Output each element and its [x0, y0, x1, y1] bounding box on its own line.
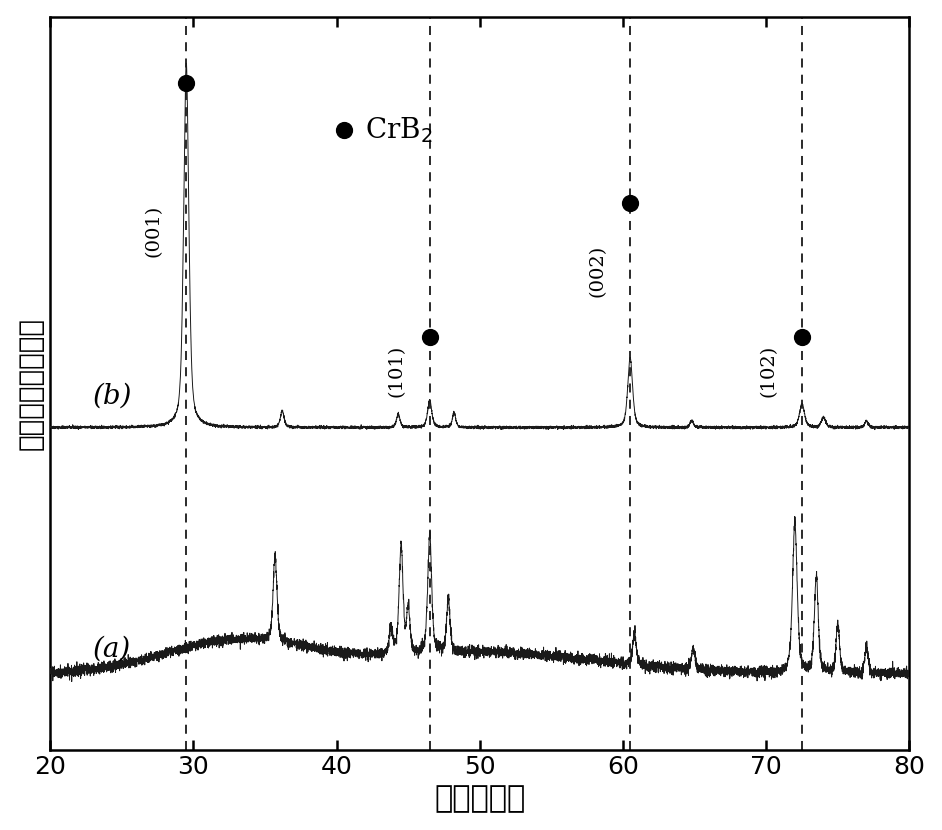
Text: (101): (101): [388, 344, 406, 397]
Text: (001): (001): [144, 204, 162, 256]
Text: CrB$_2$: CrB$_2$: [365, 115, 432, 145]
Text: (002): (002): [588, 244, 607, 296]
Text: (b): (b): [93, 383, 133, 409]
X-axis label: 角度（度）: 角度（度）: [434, 784, 526, 813]
Point: [336, 124, 351, 137]
Text: (102): (102): [760, 344, 778, 397]
Text: (a): (a): [93, 636, 132, 662]
Y-axis label: 强度（任意单位）: 强度（任意单位）: [17, 317, 44, 450]
Point: [179, 76, 194, 90]
Point: [623, 197, 638, 210]
Point: [794, 330, 809, 344]
Point: [422, 330, 437, 344]
